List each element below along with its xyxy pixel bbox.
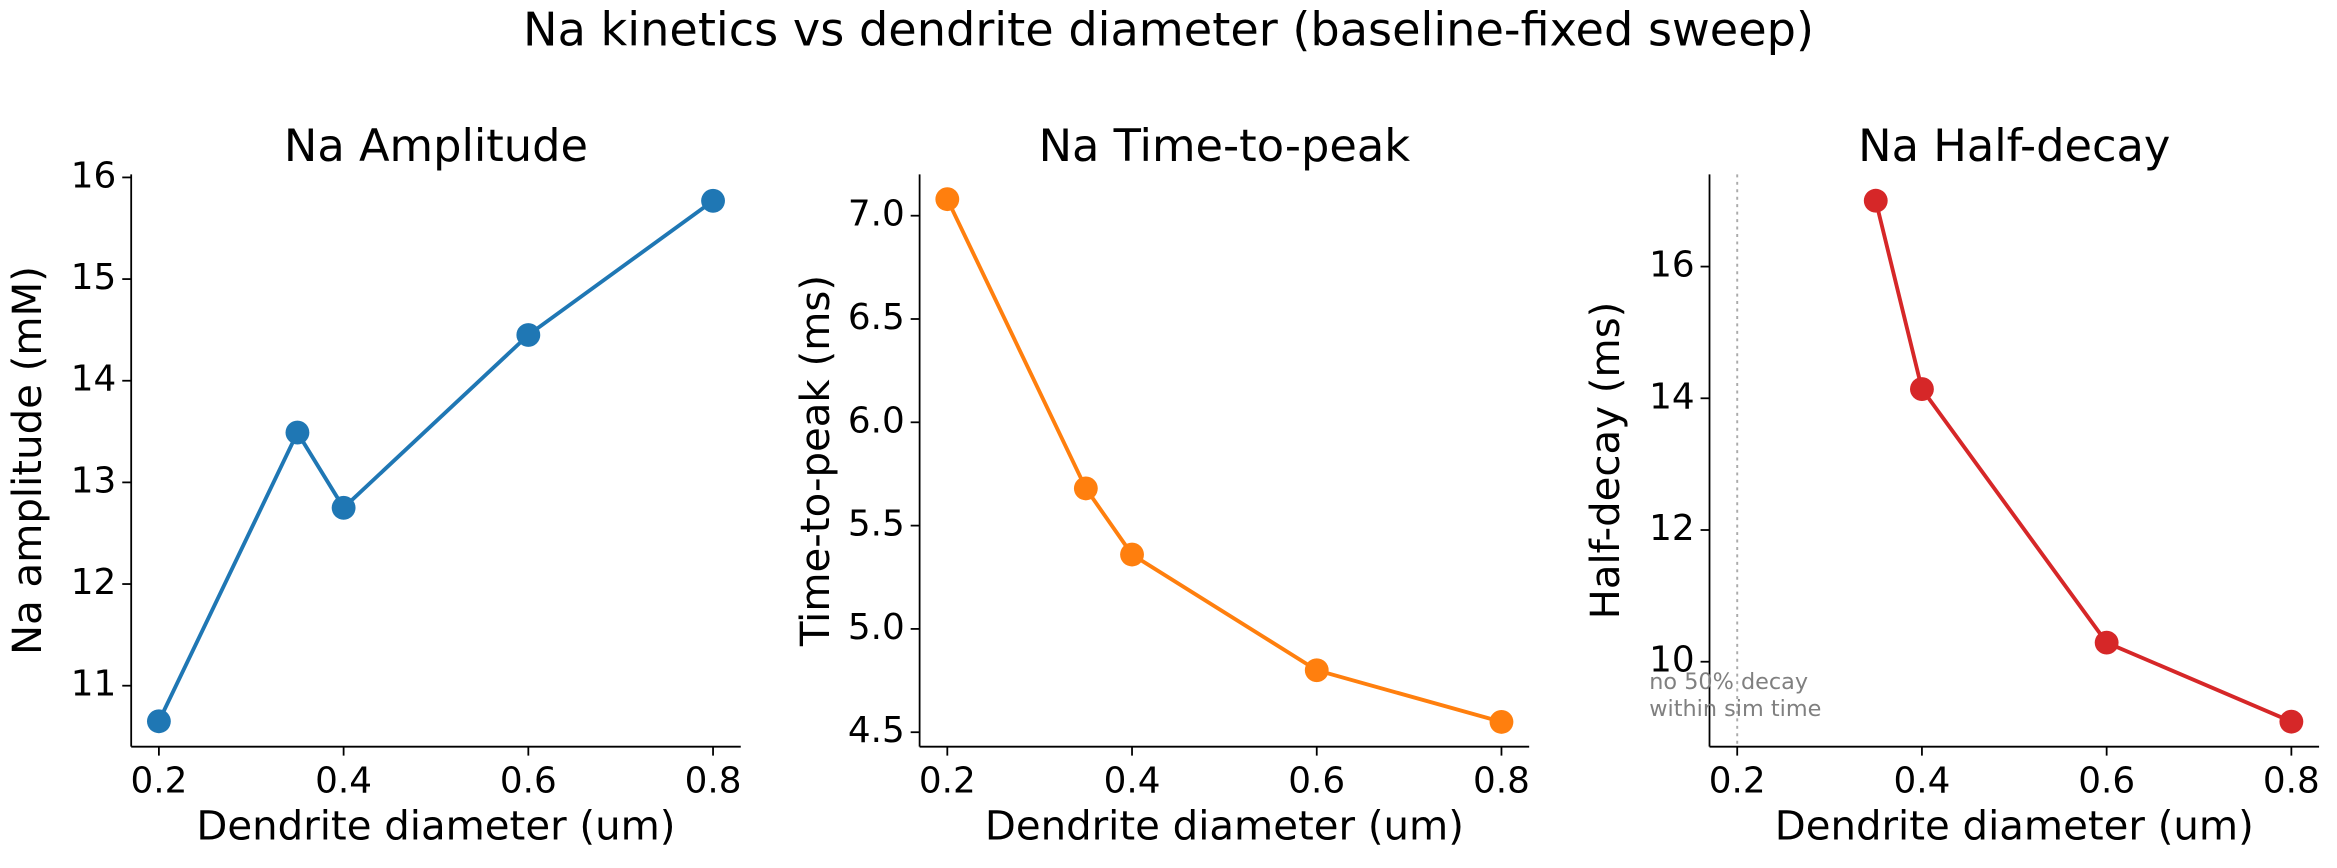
y-tick-label: 7.0 [848, 194, 905, 235]
y-axis-label: Time-to-peak (ms) [793, 275, 839, 647]
x-tick-label: 0.6 [2078, 760, 2135, 801]
x-tick-label: 0.2 [130, 760, 187, 801]
x-tick-label: 0.2 [1709, 760, 1766, 801]
y-axis-label: Na amplitude (mM) [5, 266, 51, 655]
point [285, 420, 310, 445]
annotation: within sim time [1649, 696, 1821, 722]
point [516, 323, 541, 347]
series-line [157, 199, 715, 723]
point [1120, 542, 1144, 567]
series-line [945, 198, 1502, 724]
y-tick-label: 6.0 [848, 400, 905, 441]
point [701, 188, 725, 213]
point [1304, 658, 1329, 683]
point [2094, 630, 2119, 655]
x-tick-label: 0.2 [919, 760, 976, 801]
x-tick-label: 0.4 [1894, 760, 1951, 801]
y-tick-label: 12 [71, 562, 116, 603]
x-tick-label: 0.4 [315, 760, 372, 801]
y-tick-label: 6.5 [848, 297, 905, 338]
y-tick-label: 15 [71, 257, 116, 298]
point [1073, 476, 1098, 501]
point [331, 495, 356, 520]
y-tick-label: 13 [71, 460, 116, 501]
figure-title: Na kinetics vs dendrite diameter (baseli… [523, 2, 1814, 56]
x-axis-label: Dendrite diameter (um) [1775, 804, 2254, 850]
y-tick-label: 4.5 [848, 710, 905, 751]
y-tick-label: 14 [1649, 376, 1695, 417]
point [1910, 377, 1934, 401]
x-tick-label: 0.8 [1473, 760, 1530, 801]
x-tick-label: 0.8 [685, 760, 742, 801]
x-tick-label: 0.8 [2263, 760, 2320, 801]
chart-title: Na Half-decay [1858, 119, 2170, 172]
chart-title: Na Time-to-peak [1039, 119, 1411, 172]
series-line [1873, 200, 2293, 724]
y-tick-label: 14 [71, 359, 116, 400]
point [1489, 709, 1514, 734]
y-tick-label: 12 [1649, 508, 1695, 549]
x-tick-label: 0.4 [1104, 760, 1161, 801]
point [935, 187, 960, 212]
point [1863, 188, 1888, 213]
chart-title: Na Amplitude [284, 119, 588, 172]
y-tick-label: 10 [1649, 640, 1695, 681]
y-tick-label: 16 [1649, 245, 1695, 286]
y-tick-label: 11 [71, 664, 116, 705]
point [2279, 709, 2304, 734]
point [146, 709, 171, 734]
x-tick-label: 0.6 [500, 760, 557, 801]
y-axis-label: Half-decay (ms) [1583, 302, 1629, 620]
y-tick-label: 5.0 [848, 607, 905, 648]
x-axis-label: Dendrite diameter (um) [196, 804, 675, 850]
x-axis-label: Dendrite diameter (um) [985, 804, 1464, 850]
annotation: no 50% decay [1649, 669, 1808, 695]
y-tick-label: 16 [71, 155, 116, 196]
y-tick-label: 5.5 [848, 504, 905, 545]
x-tick-label: 0.6 [1288, 760, 1345, 801]
